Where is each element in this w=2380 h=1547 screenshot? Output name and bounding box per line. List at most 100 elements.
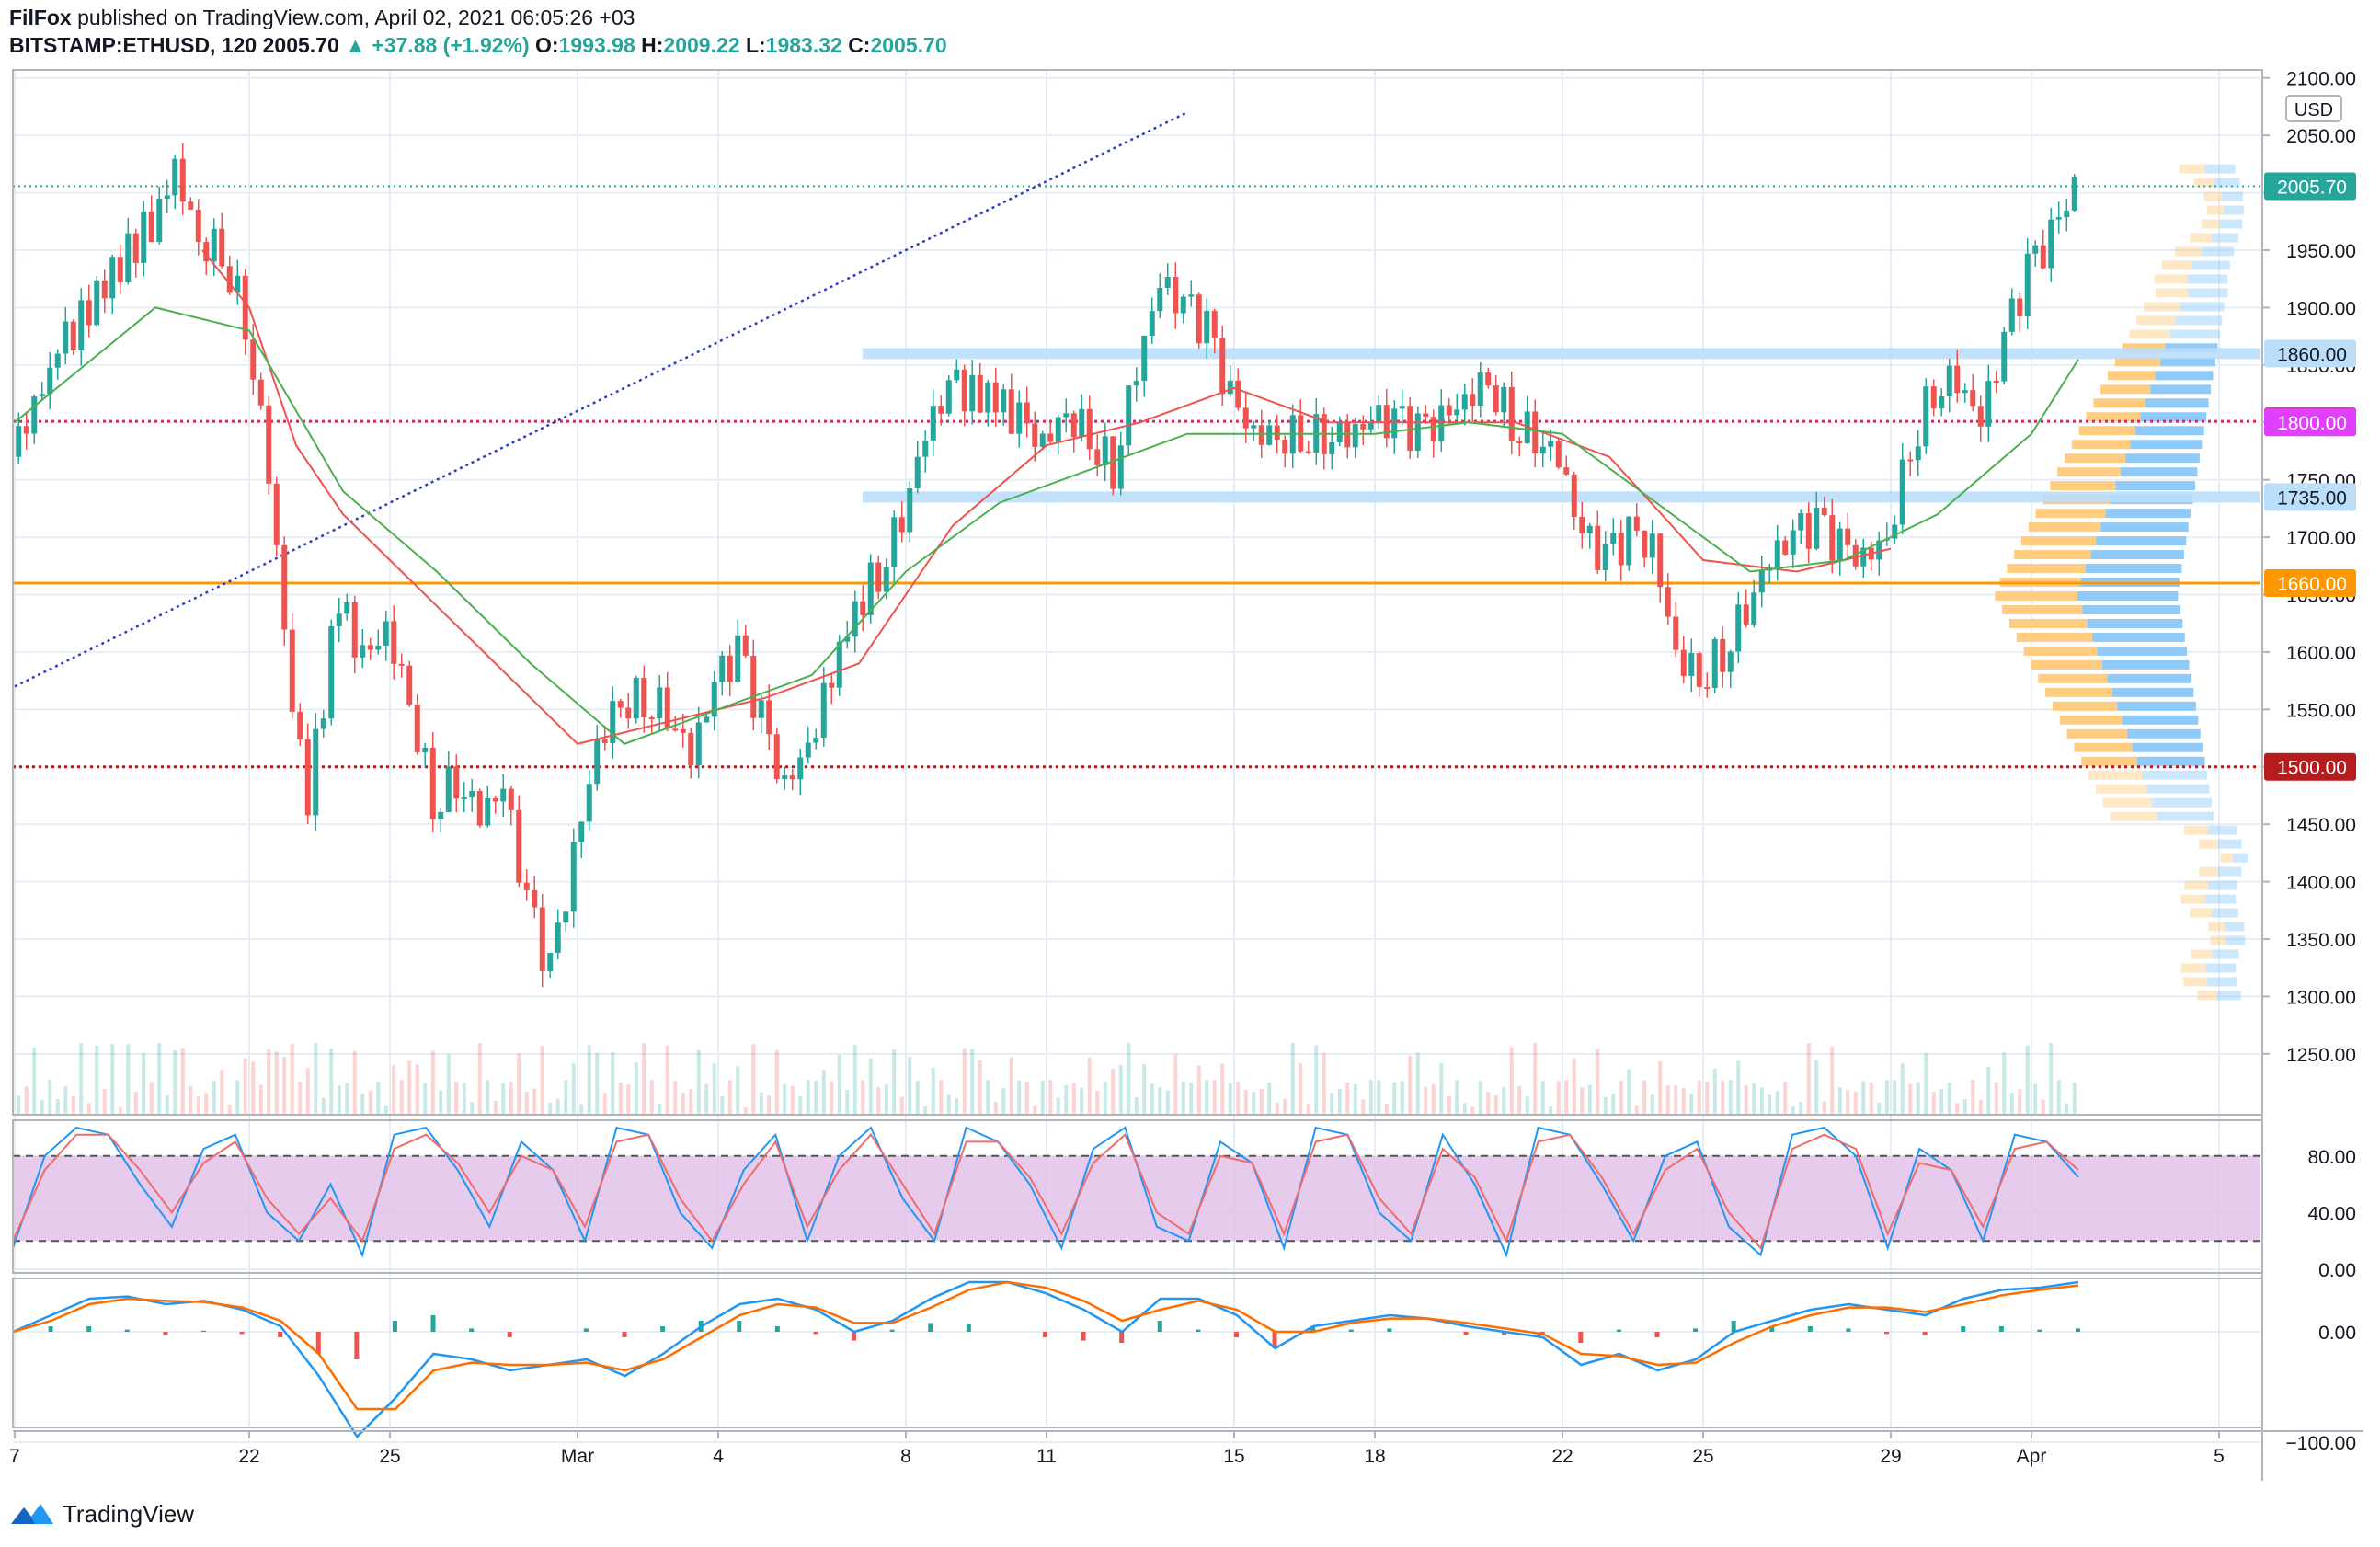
- volume-bar: [439, 1090, 443, 1115]
- volume-bar: [305, 1068, 310, 1115]
- volume-bar: [2033, 1083, 2038, 1115]
- volume-bar: [1384, 1103, 1389, 1115]
- volume-bar: [720, 1095, 725, 1115]
- volume-bar: [618, 1082, 623, 1115]
- volume-profile-bar: [2016, 632, 2093, 642]
- candle: [523, 882, 530, 890]
- volume-bar: [298, 1082, 303, 1115]
- volume-bar: [649, 1080, 654, 1115]
- volume-bar: [258, 1084, 263, 1115]
- volume-bar: [415, 1064, 419, 1115]
- volume-bar: [1462, 1103, 1467, 1115]
- volume-bar: [251, 1061, 256, 1115]
- stochastic-pane: [12, 1126, 2260, 1258]
- volume-profile-bar: [2161, 260, 2192, 270]
- candle: [125, 233, 132, 282]
- candle: [961, 369, 967, 412]
- candle: [383, 621, 389, 646]
- candle: [86, 300, 92, 326]
- volume-bar: [978, 1060, 982, 1115]
- candle: [867, 562, 874, 615]
- candle: [1477, 372, 1483, 407]
- volume-bar: [1736, 1060, 1741, 1115]
- tradingview-logo-icon[interactable]: [9, 1500, 55, 1528]
- candle: [1446, 405, 1452, 416]
- candle: [1414, 413, 1421, 452]
- candle: [782, 775, 788, 779]
- volume-profile-bar: [2144, 302, 2180, 312]
- candle: [273, 483, 280, 545]
- volume-bar: [376, 1081, 381, 1115]
- volume-bar: [1439, 1062, 1444, 1115]
- volume-profile-bar: [2045, 687, 2112, 697]
- candle: [1618, 533, 1624, 566]
- volume-bar: [392, 1064, 396, 1115]
- volume-bar: [345, 1083, 349, 1115]
- candle: [1907, 459, 1914, 462]
- volume-bar: [1744, 1085, 1748, 1115]
- candle: [985, 382, 991, 413]
- volume-profile-bar: [2157, 811, 2214, 821]
- time-tick-label: 8: [900, 1446, 911, 1467]
- volume-bar: [1236, 1082, 1241, 1115]
- candle: [242, 275, 248, 340]
- candle: [688, 732, 694, 765]
- volume-profile-bar: [2155, 371, 2214, 381]
- candle: [500, 788, 507, 802]
- volume-bar: [1447, 1095, 1451, 1115]
- candle: [1586, 525, 1593, 534]
- candle: [727, 655, 733, 682]
- volume-bar: [1056, 1097, 1060, 1115]
- volume-bar: [540, 1046, 544, 1115]
- volume-bar: [1478, 1081, 1482, 1115]
- volume-bar: [587, 1045, 591, 1115]
- candle: [1001, 389, 1007, 413]
- volume-bar: [149, 1082, 154, 1115]
- stoch-tick-label: 0.00: [2318, 1260, 2356, 1281]
- time-tick-label: Mar: [561, 1446, 594, 1467]
- volume-bar: [1697, 1080, 1701, 1115]
- volume-bar: [1189, 1083, 1194, 1115]
- candle: [219, 228, 225, 267]
- candle: [1055, 417, 1061, 442]
- macd-histogram-bar: [1157, 1321, 1162, 1332]
- candle: [1680, 649, 1687, 676]
- volume-profile-bar: [2203, 191, 2222, 201]
- volume-bar: [95, 1045, 99, 1115]
- volume-bar: [71, 1095, 75, 1115]
- volume-bar: [759, 1092, 763, 1115]
- volume-bar: [665, 1045, 669, 1115]
- candle: [945, 380, 952, 414]
- candle: [2024, 253, 2031, 316]
- tradingview-brand[interactable]: TradingView: [63, 1499, 195, 1528]
- volume-bar: [1705, 1081, 1710, 1115]
- volume-profile-bar: [2085, 564, 2182, 574]
- volume-profile-bar: [2100, 522, 2189, 533]
- candle: [1516, 441, 1523, 443]
- volume-profile-bar: [2090, 550, 2184, 560]
- volume-bar: [868, 1058, 873, 1115]
- open-value: 1993.98: [558, 33, 635, 57]
- volume-bar: [243, 1058, 247, 1115]
- volume-bar: [1533, 1043, 1538, 1115]
- candle: [1133, 381, 1139, 386]
- macd-histogram-bar: [354, 1332, 360, 1359]
- volume-bar: [1877, 1102, 1882, 1115]
- candle: [883, 567, 889, 592]
- candle: [2032, 245, 2039, 254]
- price-tick-label: 1700.00: [2286, 528, 2356, 549]
- symbol-name[interactable]: BITSTAMP:ETHUSD, 120: [9, 33, 257, 57]
- high-value: 2009.22: [663, 33, 740, 57]
- price-level-tag: [2264, 172, 2356, 201]
- volume-bar: [908, 1056, 912, 1115]
- volume-bar: [180, 1048, 185, 1115]
- published-info: published on TradingView.com, April 02, …: [71, 6, 635, 29]
- volume-bar: [743, 1106, 748, 1115]
- candle: [1266, 425, 1273, 445]
- candle: [2040, 245, 2046, 269]
- macd-histogram-bar: [163, 1332, 168, 1335]
- price-level-tag: [2264, 408, 2356, 437]
- volume-bar: [1752, 1083, 1756, 1115]
- volume-bar: [899, 1096, 904, 1115]
